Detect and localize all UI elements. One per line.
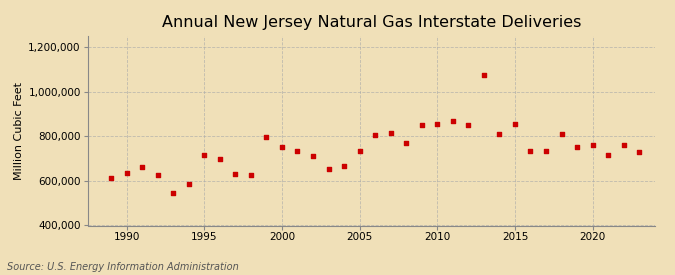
Point [432,122,443,126]
Y-axis label: Million Cubic Feet: Million Cubic Feet [14,82,24,180]
Point [199,153,210,157]
Point [261,135,272,139]
Point [137,165,148,170]
Point [603,153,614,157]
Point [541,148,551,153]
Point [385,131,396,135]
Title: Annual New Jersey Natural Gas Interstate Deliveries: Annual New Jersey Natural Gas Interstate… [161,15,581,31]
Point [168,191,179,195]
Point [525,148,536,153]
Point [587,143,598,147]
Point [215,156,225,161]
Point [618,143,629,147]
Point [122,171,132,175]
Point [354,148,365,153]
Point [153,173,163,177]
Point [323,166,334,171]
Point [184,182,194,186]
Point [634,150,645,154]
Text: Source: U.S. Energy Information Administration: Source: U.S. Energy Information Administ… [7,262,238,272]
Point [479,73,489,77]
Point [556,132,567,136]
Point [510,122,520,126]
Point [308,154,319,158]
Point [416,123,427,127]
Point [572,145,583,150]
Point [370,133,381,137]
Point [494,132,505,136]
Point [463,123,474,127]
Point [339,164,350,169]
Point [246,173,256,177]
Point [106,175,117,180]
Point [292,148,303,153]
Point [401,141,412,145]
Point [277,145,288,150]
Point [448,118,458,123]
Point [230,172,241,176]
